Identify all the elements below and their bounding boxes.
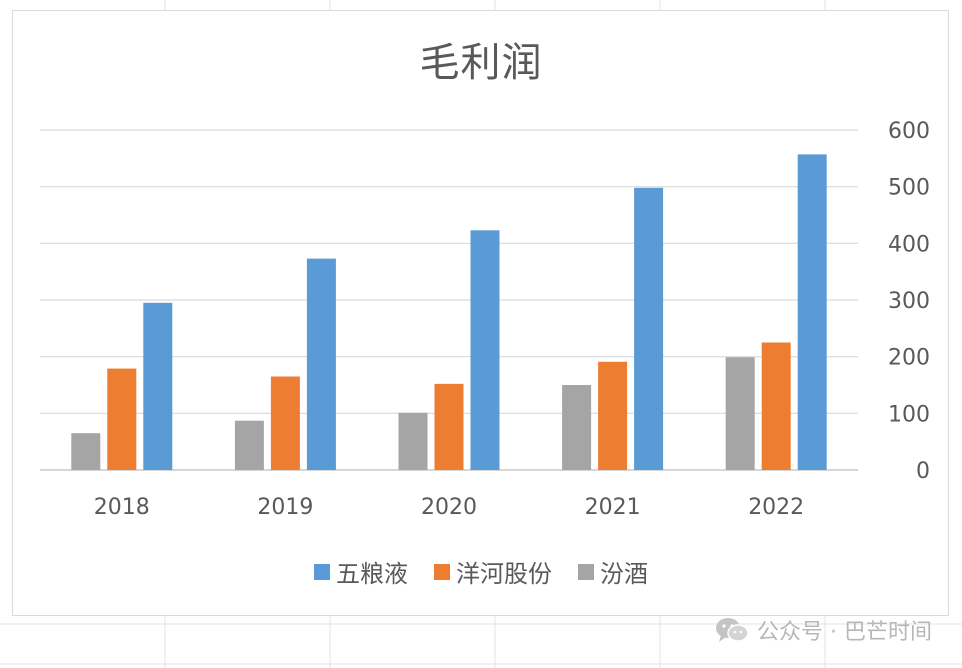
bar-五粮液-2021	[634, 187, 664, 471]
bar-洋河股份-2018	[107, 368, 137, 470]
y-tick-label-400: 400	[888, 232, 930, 257]
legend-swatch-wuliangye	[314, 563, 330, 580]
bar-汾酒-2022	[725, 357, 755, 470]
bar-五粮液-2020	[470, 230, 500, 470]
wechat-icon	[716, 618, 749, 642]
bar-五粮液-2022	[797, 154, 827, 470]
y-tick-label-300: 300	[888, 289, 930, 314]
x-tick-label-2022: 2022	[748, 495, 804, 520]
legend-item-fenjiu: 汾酒	[578, 554, 648, 589]
x-tick-label-2018: 2018	[94, 495, 150, 520]
legend-item-yanghe: 洋河股份	[434, 554, 552, 589]
legend-label-fenjiu: 汾酒	[600, 560, 648, 588]
legend-swatch-yanghe	[434, 563, 450, 580]
bar-汾酒-2020	[398, 412, 428, 470]
x-tick-label-2019: 2019	[257, 495, 313, 520]
y-tick-label-500: 500	[888, 176, 930, 201]
bar-洋河股份-2019	[270, 376, 300, 470]
bar-汾酒-2019	[234, 420, 264, 470]
watermark-text: 公众号 · 巴芒时间	[757, 620, 932, 645]
legend-label-wuliangye: 五粮液	[336, 560, 408, 588]
watermark: 公众号 · 巴芒时间	[715, 614, 932, 646]
y-tick-label-0: 0	[916, 459, 930, 484]
y-tick-label-100: 100	[888, 402, 930, 427]
legend-item-wuliangye: 五粮液	[314, 554, 408, 589]
x-tick-label-2021: 2021	[585, 495, 641, 520]
y-tick-label-200: 200	[888, 346, 930, 371]
x-tick-label-2020: 2020	[421, 495, 477, 520]
bar-五粮液-2018	[143, 302, 173, 470]
chart-title: 毛利润	[419, 40, 543, 86]
bar-汾酒-2018	[71, 433, 101, 470]
bar-洋河股份-2021	[598, 361, 628, 470]
legend-label-yanghe: 洋河股份	[456, 560, 552, 588]
y-tick-label-600: 600	[888, 119, 930, 144]
legend-swatch-fenjiu	[578, 563, 594, 580]
chart-legend: 五粮液 洋河股份 汾酒	[0, 554, 962, 589]
bar-五粮液-2019	[306, 258, 336, 470]
bar-洋河股份-2020	[434, 383, 464, 470]
bar-汾酒-2021	[562, 385, 592, 470]
bar-洋河股份-2022	[761, 342, 791, 470]
